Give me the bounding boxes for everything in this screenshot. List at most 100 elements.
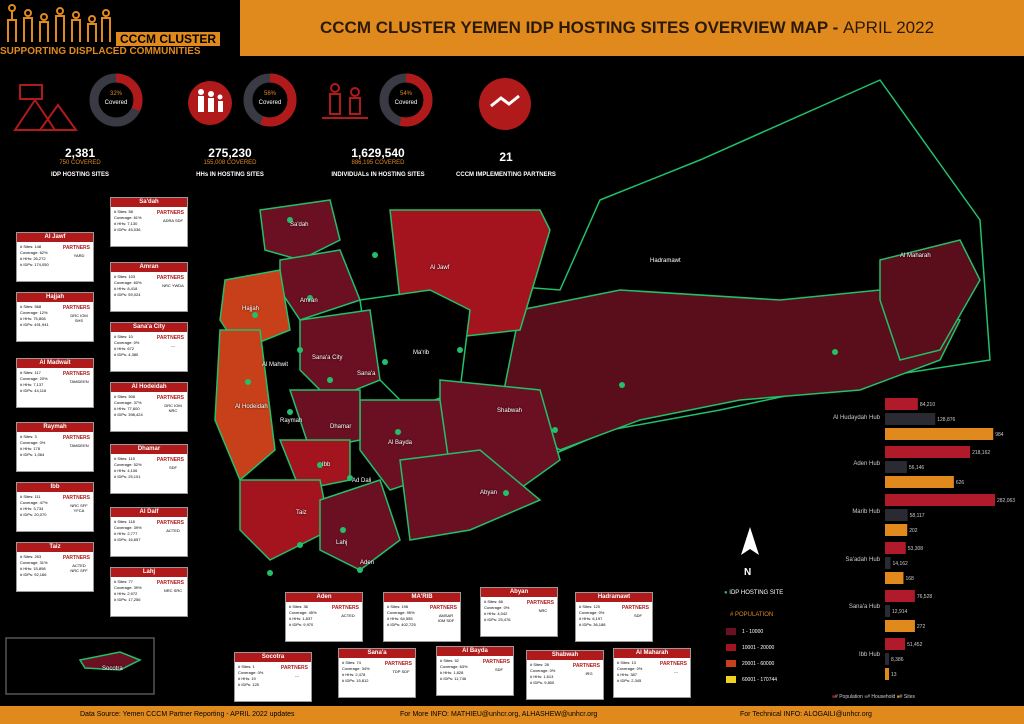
place-label: Aden: [360, 560, 375, 566]
hub-info-box: Aden # Sites: 36 Coverage: 45% # HHs: 1,837…: [285, 592, 363, 642]
stat-label: INDIVIDUALs IN HOSTING SITES: [331, 172, 425, 178]
place-label: Raymah: [280, 418, 303, 424]
hub-box-rows: # Sites: 58 Coverage: 61% # HHs: 7,130 # ID…: [114, 209, 142, 232]
hub-box-partners-label: PARTNERS: [156, 457, 184, 463]
legend-item-label: 20001 - 60000: [742, 660, 775, 667]
hub-box-partners: ADRA SDF: [162, 218, 183, 223]
hub-box-partners-label: PARTNERS: [62, 435, 90, 441]
hub-box-partners: AMSAR IOM SDF: [437, 613, 455, 623]
hub-label: Marib Hub: [852, 509, 880, 515]
hub-box-rows: # Sites: 36 Coverage: 45% # HHs: 1,837 # ID…: [289, 604, 317, 627]
bar-value-label: 51,452: [907, 642, 923, 648]
place-label: Ma'rib: [413, 350, 430, 356]
bar-value-label: 168: [905, 576, 914, 582]
bar-sites: [885, 524, 908, 536]
bar-value-label: 58,117: [910, 513, 925, 519]
donut-pct: 32%: [109, 91, 122, 97]
hub-box-partners: YARD: [73, 253, 85, 258]
hub-box-title: Al Madwait: [17, 359, 93, 368]
stat-covered: 750 COVERED: [59, 160, 101, 166]
map-regions: [214, 79, 991, 571]
hub-box-rows: # Sites: 117 Coverage: 20% # HHs: 7,137 # I…: [20, 370, 48, 393]
hub-info-box: Sana'a City # Sites: 10 Coverage: 0% # HHs:…: [110, 322, 188, 372]
hub-box-rows: # Sites: 111 Coverage: 47% # HHs: 3,734 # I…: [20, 494, 48, 517]
hub-box-partners-label: PARTNERS: [429, 605, 457, 611]
hub-box-partners-label: PARTNERS: [331, 605, 359, 611]
bar-household: [885, 461, 907, 473]
place-label: Al Maharah: [900, 253, 931, 259]
stats-panel: [0, 60, 600, 185]
hub-box-title: Socotra: [235, 653, 311, 662]
place-label: Hajjah: [242, 306, 260, 312]
hub-info-box: Sana'a # Sites: 74 Coverage: 34% # HHs: 2,4…: [338, 648, 416, 698]
bar-population: [885, 590, 915, 602]
region-amran: [279, 249, 361, 321]
map-month: APRIL 2022: [842, 18, 935, 37]
hub-box-title: Taiz: [17, 543, 93, 552]
hub-box-partners-label: PARTNERS: [62, 555, 90, 561]
hub-label: Sana'a Hub: [848, 604, 880, 610]
hub-bar-chart: 84,210 128,876 984 218,162 56,146 626 282,063 5…: [885, 398, 1015, 680]
hub-box-title: Lahj: [111, 568, 187, 577]
hub-box-rows: # Sites: 77 Coverage: 39% # HHs: 2,972 # ID…: [114, 579, 142, 602]
hub-info-box: Al Madwait # Sites: 117 Coverage: 20% # HHs…: [16, 358, 94, 408]
legend-title: # POPULATION: [730, 612, 774, 618]
bar-population: [885, 494, 995, 506]
socotra: [5, 637, 155, 695]
hub-info-box: Lahj # Sites: 77 Coverage: 39% # HHs: 2,972…: [110, 567, 188, 617]
donut-covered: Covered: [394, 100, 418, 106]
stat-covered: 886,195 COVERED: [351, 160, 405, 166]
hub-label: Aden Hub: [853, 461, 880, 467]
bar-value-label: 626: [956, 480, 965, 486]
hub-box-partners-label: PARTNERS: [621, 605, 649, 611]
hub-box-partners: NRC YWDA: [162, 283, 184, 288]
legend-population: # Population: [835, 694, 863, 700]
hub-box-partners: NRC SRC: [163, 588, 183, 593]
hub-info-box: Shabwah # Sites: 28 Coverage: 0% # HHs: 1,6…: [526, 650, 604, 700]
hub-box-rows: # Sites: 66 Coverage: 0% # HHs: 4,042 # IDP…: [484, 599, 511, 622]
hub-box-partners-label: PARTNERS: [156, 520, 184, 526]
hub-box-rows: # Sites: 118 Coverage: 39% # HHs: 2,777 # I…: [114, 519, 142, 542]
hub-box-title: Al Hodeidah: [111, 383, 187, 392]
bar-value-label: 8,386: [891, 657, 904, 663]
hub-box-title: Al Dalf: [111, 508, 187, 517]
tents-icon: [13, 84, 78, 131]
donut-fill: [243, 73, 297, 127]
hub-box-partners: ---: [674, 669, 678, 674]
bar-value-label: 53,308: [908, 546, 924, 552]
legend-item-label: 1 - 10000: [742, 628, 764, 635]
bar-population: [885, 542, 906, 554]
cluster-title: CCCM CLUSTER: [116, 32, 220, 46]
place-label: Shabwah: [497, 408, 523, 414]
hub-box-title: Dhamar: [111, 445, 187, 454]
hub-box-title: MA'RIB: [384, 593, 460, 602]
hub-info-box: Taiz # Sites: 263 Coverage: 31% # HHs: 15,8…: [16, 542, 94, 592]
hub-box-partners: DRC IOM NRC: [164, 403, 182, 413]
hub-box-title: Ibb: [17, 483, 93, 492]
hub-info-box: Socotra # Sites: 1 Coverage: 0% # HHs: 19 # …: [234, 652, 312, 702]
hub-info-box: Hajjah # Sites: 568 Coverage: 12% # HHs: 75…: [16, 292, 94, 342]
bar-value-label: 218,162: [972, 450, 990, 456]
hub-box-partners: ACTED NRC SFF: [70, 563, 88, 573]
bar-household: [885, 509, 908, 521]
hub-box-title: Sana'a City: [111, 323, 187, 332]
hub-info-box: Dhamar # Sites: 115 Coverage: 52% # HHs: 4,…: [110, 444, 188, 494]
hub-box-rows: # Sites: 263 Coverage: 31% # HHs: 15,898 # …: [20, 554, 48, 577]
hub-box-partners: ACTED: [166, 528, 180, 533]
hub-box-partners-label: PARTNERS: [526, 600, 554, 606]
legend-idp-site-label: IDP HOSTING SITE: [729, 590, 784, 596]
place-label: Al Bayda: [388, 440, 413, 446]
hub-box-title: Hadramawt: [576, 593, 652, 602]
place-label: Amran: [300, 298, 318, 304]
place-label: Sana'a City: [312, 355, 343, 361]
cccm-logo: [0, 0, 240, 56]
hub-box-rows: # Sites: 196 Coverage: 95% # HHs: 64,555 # …: [387, 604, 416, 627]
region-al-maharah: [879, 239, 981, 361]
hub-box-partners-label: PARTNERS: [572, 663, 600, 669]
hub-label: Ibb Hub: [858, 652, 880, 658]
hub-info-box: Amran # Sites: 103 Coverage: 60% # HHs: 8,4…: [110, 262, 188, 312]
donut-fill: [89, 73, 143, 127]
hub-box-title: Al Maharah: [614, 649, 690, 658]
hub-box-title: Shabwah: [527, 651, 603, 660]
hub-box-partners-label: PARTNERS: [156, 335, 184, 341]
